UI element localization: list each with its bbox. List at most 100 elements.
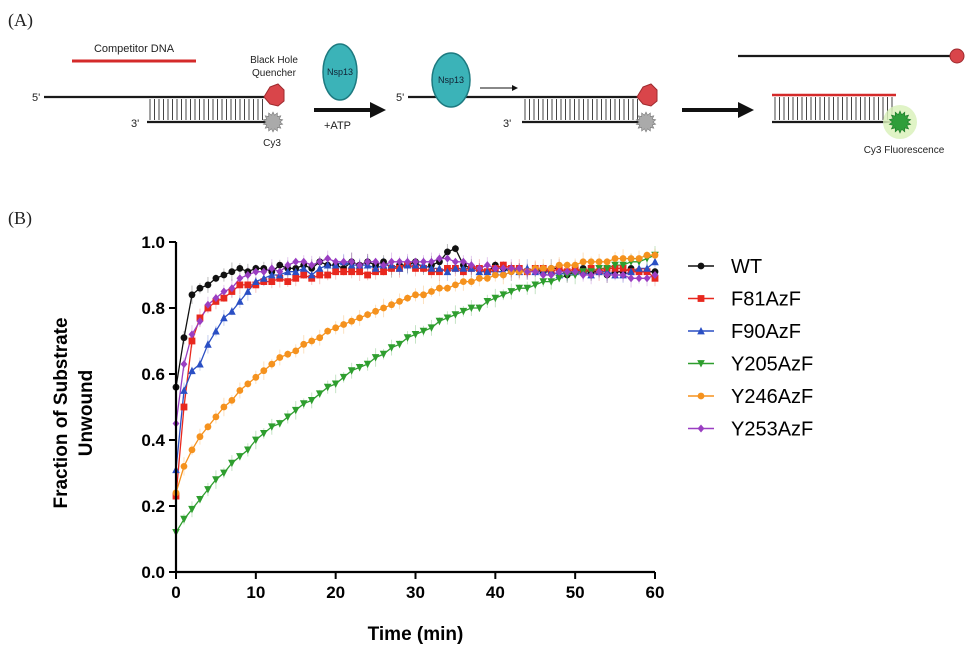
data-point-wt [228, 268, 236, 276]
data-point-y253azf [348, 257, 356, 266]
data-point-y253azf [643, 274, 651, 283]
nsp13-enzyme-icon-2 [431, 52, 471, 108]
data-point-f81azf [236, 281, 244, 289]
data-point-y253azf [563, 267, 571, 276]
data-point-y205azf [443, 314, 452, 322]
data-point-y205azf [196, 496, 204, 504]
data-point-f90azf [268, 271, 276, 279]
data-point-y205azf [371, 354, 380, 362]
data-point-y253azf [611, 271, 619, 279]
data-point-y205azf [291, 406, 300, 415]
data-point-f90azf [443, 267, 452, 276]
data-point-y253azf [515, 264, 523, 273]
data-point-y205azf [507, 288, 516, 296]
data-point-y205azf [355, 364, 364, 372]
data-point-y253azf [308, 261, 316, 270]
data-point-f90azf [635, 264, 643, 272]
data-point-y205azf [411, 331, 420, 339]
data-point-f90azf [220, 313, 228, 322]
data-point-f90azf [212, 327, 220, 335]
data-point-y246azf [452, 281, 459, 289]
data-point-y205azf [204, 486, 212, 494]
data-point-wt [452, 245, 459, 253]
data-point-f90azf [459, 264, 468, 272]
data-point-f90azf [483, 267, 492, 276]
data-point-y253azf [523, 267, 531, 276]
data-point-y205azf [435, 317, 444, 326]
data-point-y253azf [276, 267, 284, 276]
data-point-wt [276, 261, 284, 269]
data-point-f90azf [651, 257, 659, 266]
y-tick-label: 0.8 [141, 299, 165, 318]
data-point-f90azf [371, 264, 380, 272]
data-point-wt [212, 274, 220, 282]
data-point-y246azf [635, 255, 643, 262]
data-point-y253azf [412, 257, 419, 266]
data-point-y246azf [579, 258, 587, 266]
data-point-f81azf [188, 337, 196, 345]
data-point-y246azf [316, 334, 324, 342]
competitor-dna-label: Competitor DNA [94, 43, 175, 55]
data-point-y205azf [339, 373, 348, 382]
data-point-f81azf [268, 278, 276, 285]
data-point-y205azf [451, 311, 460, 319]
data-point-y246azf [340, 321, 348, 328]
five-prime-label-1: 5' [32, 92, 40, 104]
data-point-y253azf [340, 257, 348, 266]
data-point-y246azf [499, 271, 507, 279]
data-markers [172, 245, 659, 537]
data-point-wt [236, 265, 244, 272]
y-axis-ticks: 0.0 0.2 0.4 0.6 0.8 1.0 [141, 233, 176, 582]
data-point-y246azf [428, 288, 435, 295]
legend-label-f90azf: F90AzF [731, 321, 801, 343]
data-point-y205azf [419, 327, 428, 336]
data-point-y246azf [627, 255, 635, 262]
data-point-y246azf [491, 271, 499, 279]
data-point-y253azf [420, 257, 427, 266]
data-point-y246azf [348, 317, 356, 325]
data-point-y246azf [611, 255, 619, 262]
data-point-f81azf [244, 281, 252, 289]
cy3-fluorescence-label: Cy3 Fluorescence [864, 145, 945, 156]
x-tick-label: 60 [646, 583, 665, 602]
data-point-y253azf [428, 257, 435, 266]
data-point-y246azf [483, 274, 491, 282]
data-point-y253azf [587, 271, 595, 279]
y-tick-label: 0.6 [141, 365, 165, 384]
data-point-f90azf [204, 340, 212, 348]
x-tick-label: 40 [486, 583, 505, 602]
x-axis-label: Time (min) [368, 624, 464, 645]
data-point-y246azf [539, 265, 547, 272]
cy3-bright-icon [888, 110, 912, 134]
data-point-y253azf [499, 264, 507, 273]
legend-marker-wt [697, 262, 705, 270]
data-point-y246azf [284, 350, 292, 358]
legend-label-y205azf: Y205AzF [731, 354, 813, 376]
data-point-y246azf [324, 327, 332, 335]
data-point-y205azf [236, 453, 244, 461]
cy3-dark-icon [262, 111, 284, 133]
data-point-y253azf [252, 267, 260, 276]
data-point-f90azf [323, 261, 332, 269]
data-point-y253azf [531, 267, 539, 276]
y-tick-label: 0.2 [141, 497, 165, 516]
translocation-arrow-head [512, 85, 518, 91]
data-point-y246azf [467, 278, 475, 285]
three-prime-label-2: 3' [503, 118, 511, 130]
data-point-y253azf [651, 271, 659, 279]
released-quencher-icon [949, 48, 965, 64]
data-point-y205azf [395, 340, 404, 349]
data-point-y253azf [579, 271, 587, 279]
data-point-f90azf [627, 267, 635, 276]
data-point-y246azf [388, 301, 395, 309]
data-point-y246azf [188, 446, 196, 454]
data-point-y253azf [372, 257, 379, 266]
data-point-y246azf [204, 423, 212, 431]
y-tick-label: 1.0 [141, 233, 165, 252]
data-point-f90azf [180, 386, 188, 394]
x-tick-label: 50 [566, 583, 585, 602]
data-point-y205azf [539, 278, 548, 286]
data-point-f81azf [316, 271, 324, 279]
data-point-y253azf [571, 267, 579, 276]
data-point-y205azf [228, 459, 236, 468]
